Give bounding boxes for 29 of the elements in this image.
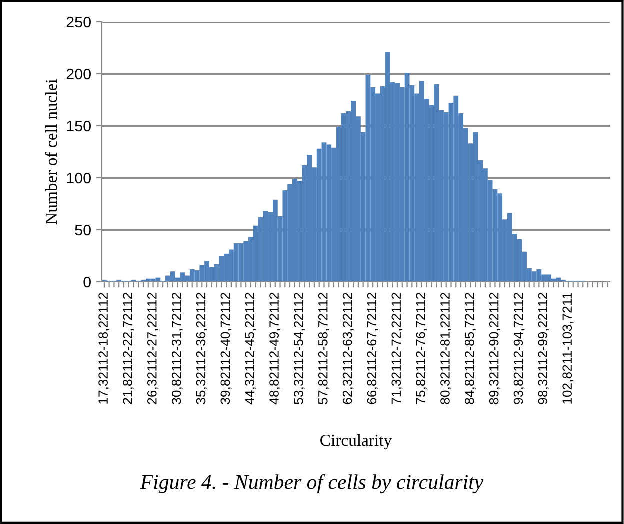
- x-tick-label: 26,32112-27,22112: [147, 293, 158, 404]
- y-tick-label: 250: [66, 16, 91, 28]
- x-tick-label: 66,82112-67,72112: [367, 293, 378, 404]
- x-tick-label: 35,32112-36,22112: [196, 293, 208, 404]
- x-tick-label: 89,32112-90,22112: [489, 293, 500, 404]
- x-tick-label: 93,82112-94,72112: [514, 293, 525, 404]
- x-tick-label: 17,32112-18,22112: [98, 293, 110, 404]
- x-tick-label: 84,82112-85,72112: [464, 293, 476, 404]
- x-tick-label: 80,32112-81,22112: [440, 293, 452, 404]
- x-tick-label: 71,32112-72,22112: [392, 293, 403, 404]
- x-tick-label: 57,82112-58,72112: [318, 293, 330, 404]
- y-tick-label: 200: [66, 68, 91, 80]
- x-tick-label: 53,32112-54,22112: [294, 293, 305, 404]
- caption: Figure 4. - Number of cells by circularity: [140, 474, 484, 494]
- x-tick-label: 21,82112-22,72112: [123, 293, 134, 404]
- y-tick-label: 100: [67, 172, 91, 184]
- x-tick-label: 62,32112-63,22112: [342, 293, 354, 404]
- y-axis-title: Number of cell nuclei: [45, 79, 58, 224]
- y-tick-label: 0: [84, 276, 91, 288]
- x-tick-label: 44,32112-45,22112: [245, 293, 256, 405]
- x-tick-label: 98,32112-99,22112: [538, 293, 550, 404]
- x-axis-title: Circularity: [320, 434, 392, 450]
- x-tick-label: 30,82112-31,72112: [172, 293, 183, 404]
- x-tick-label: 48,82112-49,72112: [270, 293, 281, 405]
- y-tick-label: 150: [67, 120, 91, 132]
- x-tick-label: 75,82112-76,72112: [416, 293, 428, 404]
- x-tick-label: 102,8211-103,7211: [562, 293, 574, 404]
- x-tick-label: 39,82112-40,72112: [220, 293, 232, 404]
- y-tick-label: 50: [75, 224, 91, 236]
